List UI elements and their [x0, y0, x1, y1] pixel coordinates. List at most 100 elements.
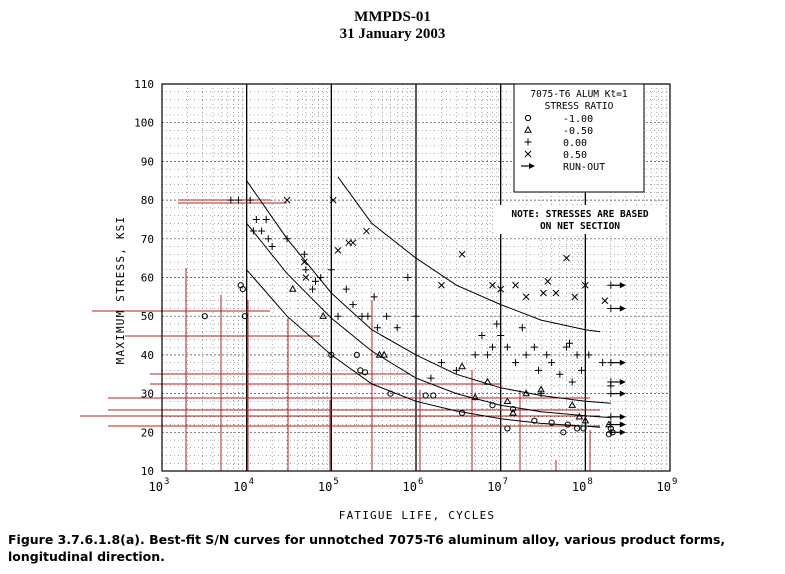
- data-point-circle: [574, 425, 581, 432]
- data-point-cross: [544, 278, 552, 285]
- x-tick-base: 10: [487, 480, 501, 494]
- data-point-plus: [568, 378, 576, 386]
- x-tick-label: 10 3: [149, 477, 170, 494]
- data-point-plus: [252, 215, 260, 223]
- data-point-triangle: [575, 412, 584, 420]
- data-point-plus: [503, 343, 511, 351]
- y-tick-label: 20: [141, 426, 154, 439]
- runout-arrow: [611, 359, 626, 366]
- data-point-plus: [497, 332, 505, 340]
- x-tick-base: 10: [572, 480, 586, 494]
- data-point-plus: [556, 370, 564, 378]
- runout-arrow: [611, 429, 626, 436]
- data-point-triangle: [458, 362, 466, 370]
- x-tick-label: 10 8: [572, 477, 593, 494]
- runout-arrow: [611, 390, 626, 397]
- y-tick-label: 100: [134, 117, 154, 130]
- data-point-circle: [548, 419, 555, 426]
- data-point-plus: [530, 343, 538, 351]
- figure-caption: Figure 3.7.6.1.8(a). Best-fit S/N curves…: [8, 532, 726, 564]
- legend-marker-circle: [524, 114, 532, 122]
- x-tick-exponent: 6: [418, 477, 423, 487]
- data-point-plus: [246, 196, 254, 204]
- data-point-plus: [393, 324, 401, 332]
- legend-marker-plus: [524, 138, 532, 146]
- legend-label: -1.00: [563, 114, 593, 125]
- legend-title-2: STRESS RATIO: [545, 101, 614, 112]
- data-point-plus: [264, 235, 272, 243]
- data-point-plus: [535, 366, 543, 374]
- data-point-plus: [537, 390, 545, 398]
- data-point-plus: [548, 359, 556, 367]
- data-point-plus: [262, 215, 270, 223]
- x-tick-label: 10 4: [233, 477, 254, 494]
- data-point-plus: [599, 359, 607, 367]
- legend-title-1: 7075-T6 ALUM Kt=1: [530, 89, 628, 100]
- data-point-triangle: [581, 416, 590, 424]
- data-point-circle: [387, 390, 394, 397]
- data-point-cross: [512, 281, 519, 289]
- runout-arrows: [607, 281, 626, 436]
- y-tick-label: 30: [141, 388, 154, 401]
- y-tick-label: 90: [141, 155, 154, 168]
- data-point-plus: [227, 196, 235, 204]
- data-point-plus: [383, 312, 391, 320]
- legend-marker-arrow: [521, 163, 535, 169]
- data-point-plus: [452, 366, 460, 374]
- legend-box: 7075-T6 ALUM Kt=1 STRESS RATIO -1.00-0.5…: [513, 83, 645, 193]
- legend-label: 0.50: [563, 150, 587, 161]
- legend-label: -0.50: [563, 126, 593, 137]
- x-tick-base: 10: [318, 480, 332, 494]
- data-point-plus: [317, 274, 325, 281]
- data-point-plus: [249, 227, 257, 235]
- data-point-triangle: [522, 389, 531, 397]
- data-point-cross: [571, 293, 579, 301]
- data-point-plus: [370, 293, 378, 301]
- data-point-plus: [349, 301, 357, 309]
- data-point-cross: [458, 250, 466, 258]
- data-point-plus: [585, 351, 593, 359]
- legend-marker-triangle: [524, 125, 532, 133]
- data-point-circle: [241, 313, 248, 320]
- data-point-plus: [563, 343, 571, 351]
- data-point-cross: [438, 281, 445, 289]
- y-tick-label: 70: [141, 233, 154, 246]
- best-fit-curve-plus: [246, 180, 611, 404]
- best-fit-curve-circle: [246, 269, 601, 428]
- data-point-circle: [489, 402, 496, 409]
- data-point-plus: [493, 320, 501, 328]
- data-point-plus: [302, 266, 310, 274]
- red-reference-lines: [80, 199, 600, 471]
- data-point-plus: [543, 351, 551, 359]
- legend-marker-cross: [524, 150, 532, 158]
- x-tick-exponent: 4: [249, 477, 254, 487]
- data-point-circle: [504, 425, 511, 432]
- data-point-plus: [577, 366, 585, 374]
- data-point-plus: [471, 351, 479, 359]
- data-point-plus: [437, 359, 445, 367]
- data-point-plus: [373, 324, 381, 332]
- data-point-plus: [358, 312, 366, 320]
- best-fit-curve-cross: [337, 176, 601, 333]
- document-header-line1: MMPDS-01: [354, 9, 431, 25]
- data-point-cross: [363, 227, 370, 235]
- data-point-plus: [512, 359, 520, 367]
- y-tick-label: 10: [141, 465, 154, 478]
- y-tick-label: 50: [141, 310, 154, 323]
- data-point-plus: [327, 266, 335, 274]
- data-point-triangle: [483, 377, 492, 385]
- runout-arrow: [611, 378, 626, 385]
- best-fit-curves: [246, 176, 611, 428]
- data-point-cross: [601, 297, 609, 305]
- data-point-cross: [563, 254, 570, 262]
- data-point-plus: [478, 332, 486, 340]
- x-tick-exponent: 8: [587, 477, 592, 487]
- data-point-circle: [509, 405, 517, 413]
- data-point-circle: [580, 425, 587, 432]
- data-point-triangle: [380, 350, 388, 358]
- x-tick-label: 10 5: [318, 477, 339, 494]
- runout-arrow: [611, 282, 626, 289]
- data-point-plus: [565, 339, 573, 347]
